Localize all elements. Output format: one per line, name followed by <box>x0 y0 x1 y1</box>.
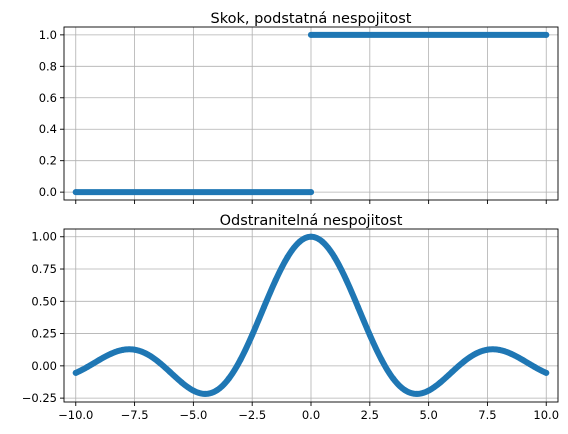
data-point-1-0-30 <box>425 387 432 394</box>
y-tick-label-4: 0.75 <box>31 262 57 276</box>
data-point-1-0-21 <box>319 239 326 246</box>
data-point-0-0-0 <box>72 189 79 196</box>
data-point-1-0-9 <box>178 379 185 386</box>
data-point-1-0-18 <box>284 254 291 261</box>
data-point-1-0-40 <box>543 369 550 376</box>
data-point-1-0-6 <box>143 350 150 357</box>
data-point-1-0-39 <box>531 363 538 370</box>
data-point-1-0-29 <box>413 390 420 397</box>
data-point-1-0-5 <box>131 346 138 353</box>
data-point-1-0-14 <box>237 356 244 363</box>
data-point-0-0-1 <box>308 189 314 196</box>
data-point-1-0-17 <box>272 276 279 283</box>
x-tick-label-5: 2.5 <box>361 408 379 422</box>
data-point-1-0-3 <box>108 350 115 357</box>
data-point-1-0-27 <box>390 375 397 382</box>
data-point-1-0-13 <box>225 375 232 382</box>
data-point-1-0-36 <box>496 346 503 353</box>
subplot-step: Skok, podstatná nespojitost 0.0 0.2 0.4 0.6… <box>39 11 559 204</box>
y-tick-label-0: −0.25 <box>22 391 57 405</box>
series-sinc <box>72 233 550 397</box>
data-point-1-0-33 <box>460 358 467 365</box>
y-tick-label-1: 0.00 <box>31 359 57 373</box>
data-point-1-0-28 <box>402 387 409 394</box>
x-tick-label-0: −10.0 <box>58 408 93 422</box>
data-point-1-0-35 <box>484 346 491 353</box>
data-point-1-0-2 <box>96 356 103 363</box>
x-tick-label-2: −5.0 <box>179 408 207 422</box>
data-point-0-1-1 <box>543 31 550 38</box>
subplot-removable: Odstranitelná nespojitost −10.0 −7.5 −5.0−… <box>22 213 559 422</box>
grid-step <box>64 27 558 200</box>
y-tick-label-1: 0.2 <box>39 154 57 168</box>
x-tick-label-6: 5.0 <box>419 408 437 422</box>
y-tick-label-2: 0.25 <box>31 327 57 341</box>
data-point-1-0-23 <box>343 276 350 283</box>
y-tick-label-3: 0.50 <box>31 294 57 308</box>
data-point-1-0-0 <box>72 369 79 376</box>
data-point-1-0-15 <box>249 331 256 338</box>
grid-removable <box>64 229 558 402</box>
data-point-1-0-26 <box>378 356 385 363</box>
x-tick-label-4: 0.0 <box>302 408 320 422</box>
y-tick-label-2: 0.4 <box>39 122 57 136</box>
data-point-1-0-8 <box>166 368 173 375</box>
data-point-1-0-1 <box>84 363 91 370</box>
data-point-0-1-0 <box>308 31 314 38</box>
data-point-1-0-24 <box>355 304 362 311</box>
y-tick-label-5: 1.0 <box>39 28 57 42</box>
y-tick-label-4: 0.8 <box>39 59 57 73</box>
x-tick-label-1: −7.5 <box>121 408 149 422</box>
data-point-1-0-34 <box>472 350 479 357</box>
x-tick-label-3: −2.5 <box>238 408 266 422</box>
y-tick-label-3: 0.6 <box>39 91 57 105</box>
data-point-1-0-20 <box>308 233 314 240</box>
data-point-1-0-31 <box>437 379 444 386</box>
x-tick-label-8: 10.0 <box>533 408 559 422</box>
data-point-1-0-12 <box>213 387 220 394</box>
series-step <box>72 31 550 196</box>
data-point-1-0-25 <box>366 331 373 338</box>
data-point-1-0-11 <box>202 390 209 397</box>
x-tick-label-7: 7.5 <box>478 408 496 422</box>
data-point-1-0-7 <box>155 358 162 365</box>
data-point-1-0-32 <box>449 368 456 375</box>
subplot-title-step: Skok, podstatná nespojitost <box>211 11 412 27</box>
data-point-1-0-38 <box>519 356 526 363</box>
ticks-step: 0.0 0.2 0.4 0.6 0.8 1.0 <box>39 28 547 204</box>
subplot-title-removable: Odstranitelná nespojitost <box>220 213 403 229</box>
y-tick-label-0: 0.0 <box>39 185 57 199</box>
data-point-1-0-22 <box>331 254 338 261</box>
y-tick-label-5: 1.00 <box>31 230 57 244</box>
data-point-1-0-16 <box>260 304 267 311</box>
data-point-1-0-19 <box>296 239 303 246</box>
data-point-1-0-37 <box>507 350 514 357</box>
data-point-1-0-4 <box>119 346 126 353</box>
data-point-1-0-10 <box>190 387 197 394</box>
ticks-removable: −10.0 −7.5 −5.0 −2.5 0.0 2.5 5.0 7.5 10.0 −0.25 0.… <box>22 230 559 422</box>
